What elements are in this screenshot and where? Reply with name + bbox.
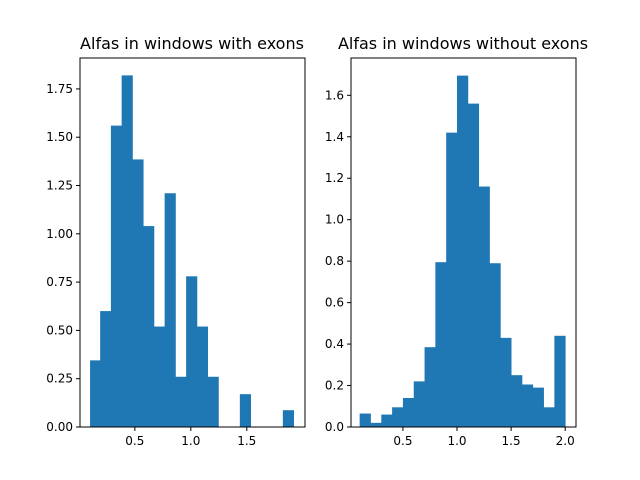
histogram-bar <box>207 376 219 427</box>
histogram-bar <box>478 186 490 427</box>
left-chart-title: Alfas in windows with exons <box>80 34 304 53</box>
histogram-bar <box>164 193 176 427</box>
histogram-bar <box>413 381 425 427</box>
x-tick-label: 0.5 <box>393 434 412 448</box>
histogram-bar <box>402 397 415 427</box>
right-chart-title: Alfas in windows without exons <box>338 34 588 53</box>
x-tick-label: 2.0 <box>556 434 575 448</box>
right-histogram-panel: Alfas in windows without exons 0.0 0.2 0.4… <box>325 34 588 448</box>
histogram-bar <box>392 407 404 427</box>
y-tick-label: 1.75 <box>46 82 73 96</box>
histogram-bar <box>511 375 523 427</box>
y-tick-label: 1.4 <box>325 130 344 144</box>
histogram-bar <box>532 387 544 427</box>
histogram-bar <box>175 376 187 427</box>
y-tick-label: 1.50 <box>46 130 73 144</box>
y-tick-label: 0.25 <box>46 372 73 386</box>
axes-frame <box>350 57 577 428</box>
histogram-bar <box>381 414 393 427</box>
histogram-bar <box>446 132 458 427</box>
x-tick-label: 1.5 <box>237 434 256 448</box>
histogram-bar <box>121 75 133 427</box>
x-tick-label: 1.0 <box>447 434 466 448</box>
histogram-bar <box>90 360 101 427</box>
histogram-bar <box>467 103 480 428</box>
axes-frame <box>79 57 306 428</box>
histogram-bar <box>143 226 155 427</box>
left-histogram-panel: Alfas in windows with exons 0.000.250.50… <box>46 34 306 448</box>
histogram-bar <box>489 263 501 427</box>
histogram-bar <box>424 347 436 427</box>
histogram-bar <box>370 422 382 427</box>
x-tick-label: 1.5 <box>502 434 521 448</box>
y-tick-label: 1.00 <box>46 227 73 241</box>
histogram-bar <box>457 75 469 428</box>
y-tick-label: 0.4 <box>325 337 344 351</box>
y-tick-label: 1.0 <box>325 213 344 227</box>
histogram-bar <box>500 337 512 427</box>
y-tick-label: 1.25 <box>46 179 73 193</box>
histogram-bar <box>196 326 209 427</box>
histogram-bar <box>282 410 294 427</box>
y-tick-label: 0.0 <box>325 420 344 434</box>
y-tick-label: 0.2 <box>325 379 344 393</box>
x-tick-label: 0.5 <box>125 434 144 448</box>
y-tick-label: 0.50 <box>46 323 73 337</box>
histogram-bar <box>239 394 251 427</box>
histogram-bar <box>153 326 166 427</box>
y-tick-label: 1.2 <box>325 171 344 185</box>
histogram-bar <box>359 413 371 427</box>
y-tick-label: 1.6 <box>325 88 344 102</box>
y-tick-label: 0.75 <box>46 275 73 289</box>
histogram-bar <box>521 384 534 427</box>
x-tick-label: 1.0 <box>181 434 200 448</box>
histogram-bar <box>186 276 198 427</box>
histogram-bar <box>435 262 447 427</box>
y-tick-label: 0.8 <box>325 254 344 268</box>
histogram-bar <box>110 125 123 428</box>
histogram-bar <box>100 311 112 427</box>
y-tick-label: 0.00 <box>46 420 73 434</box>
histogram-bar <box>543 407 555 427</box>
histogram-bar <box>554 335 566 427</box>
y-tick-label: 0.6 <box>325 296 344 310</box>
histogram-bar <box>132 159 144 427</box>
